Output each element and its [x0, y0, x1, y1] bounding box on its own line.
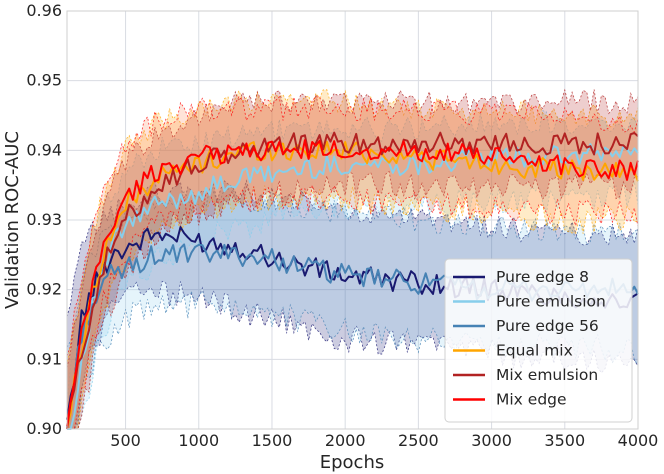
band-upper-equal-mix	[66, 89, 639, 366]
band-mix-edge	[67, 96, 638, 429]
legend-label-pure-emulsion: Pure emulsion	[496, 293, 606, 311]
band-lower-equal-mix	[67, 185, 639, 430]
y-tick-label: 0.90	[26, 419, 62, 438]
x-tick-label: 1000	[178, 431, 219, 450]
legend-label-equal-mix: Equal mix	[496, 342, 573, 360]
y-axis-title: Validation ROC-AUC	[2, 131, 23, 309]
y-tick-label: 0.93	[26, 210, 62, 229]
band-pure-edge-56	[67, 187, 638, 429]
legend-label-mix-edge: Mix edge	[496, 391, 567, 409]
band-upper-mix-emulsion	[66, 88, 639, 368]
band-mix-emulsion	[67, 89, 638, 430]
y-tick-labels: 0.90 0.91 0.92 0.93 0.94 0.95 0.96	[26, 1, 62, 438]
line-mix-emulsion	[66, 131, 639, 430]
band-lower-mix-emulsion	[67, 170, 639, 430]
legend-label-pure-edge-56: Pure edge 56	[496, 317, 599, 335]
x-axis-title: Epochs	[320, 452, 385, 473]
legend-label-mix-emulsion: Mix emulsion	[496, 366, 598, 384]
line-mix-edge	[66, 139, 639, 427]
legend-label-pure-edge-8: Pure edge 8	[496, 268, 589, 286]
band-equal-mix	[67, 89, 638, 430]
series-lines	[66, 131, 639, 430]
x-tick-label: 3000	[471, 431, 512, 450]
y-tick-label: 0.92	[26, 280, 62, 299]
x-tick-labels: 500 1000 1500 2000 2500 3000 3500 4000	[110, 431, 658, 450]
y-tick-label: 0.95	[26, 71, 62, 90]
plot-frame	[66, 10, 639, 430]
x-tick-label: 500	[110, 431, 141, 450]
x-tick-label: 3500	[544, 431, 585, 450]
x-tick-label: 2500	[398, 431, 439, 450]
legend: Pure edge 8 Pure emulsion Pure edge 56 Equa…	[444, 258, 633, 423]
x-tick-label: 2000	[325, 431, 366, 450]
y-tick-label: 0.91	[26, 349, 62, 368]
y-tick-label: 0.96	[26, 1, 62, 20]
line-pure-emulsion	[67, 143, 639, 430]
band-upper-pure-edge-8	[66, 179, 639, 317]
x-tick-label: 1500	[252, 431, 293, 450]
x-tick-label: 4000	[618, 431, 659, 450]
y-tick-label: 0.94	[26, 140, 62, 159]
band-upper-pure-emulsion	[66, 110, 639, 403]
legend-box	[444, 258, 633, 423]
